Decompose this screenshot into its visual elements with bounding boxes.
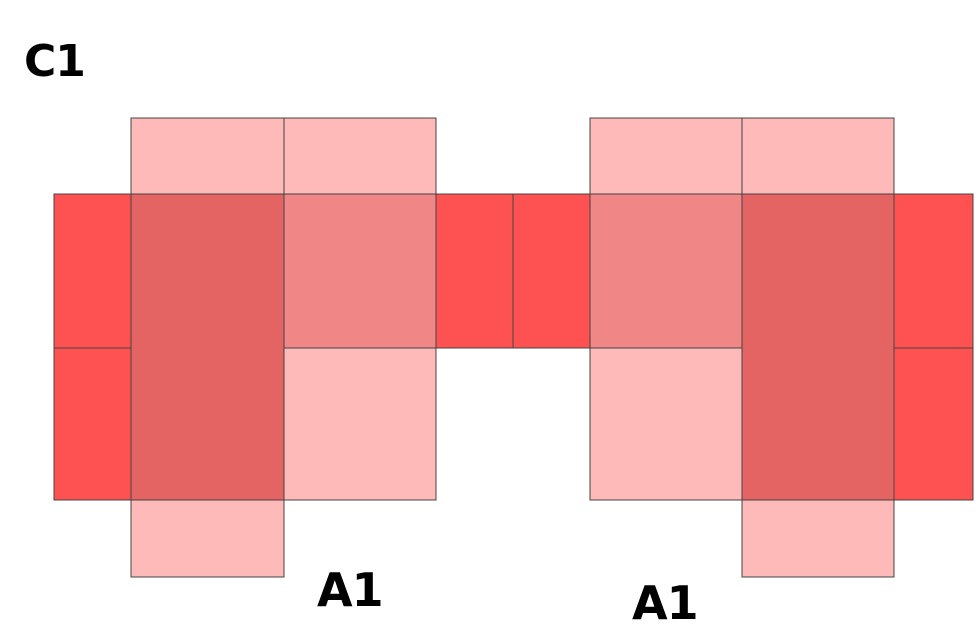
- label-a1-right: A1: [632, 576, 699, 630]
- block-bridge-right: [512, 193, 591, 349]
- label-a1-left: A1: [317, 563, 384, 617]
- block-top-3: [589, 117, 743, 195]
- block-bottom-right: [741, 499, 895, 578]
- block-red-left-upper: [53, 193, 132, 349]
- block-light-right: [589, 347, 743, 501]
- block-red-right-upper: [893, 193, 974, 349]
- block-top-1: [130, 117, 285, 195]
- label-c1: C1: [24, 36, 86, 87]
- block-red-left-lower: [53, 347, 132, 501]
- block-bottom-left: [130, 499, 285, 578]
- block-mid-right: [589, 193, 743, 349]
- block-top-2: [283, 117, 437, 195]
- block-mid-left: [283, 193, 437, 349]
- block-red-right-lower: [893, 347, 974, 501]
- block-top-4: [741, 117, 895, 195]
- block-dark-left: [130, 193, 285, 501]
- block-bridge-left: [435, 193, 514, 349]
- block-dark-right: [741, 193, 895, 501]
- block-light-left: [283, 347, 437, 501]
